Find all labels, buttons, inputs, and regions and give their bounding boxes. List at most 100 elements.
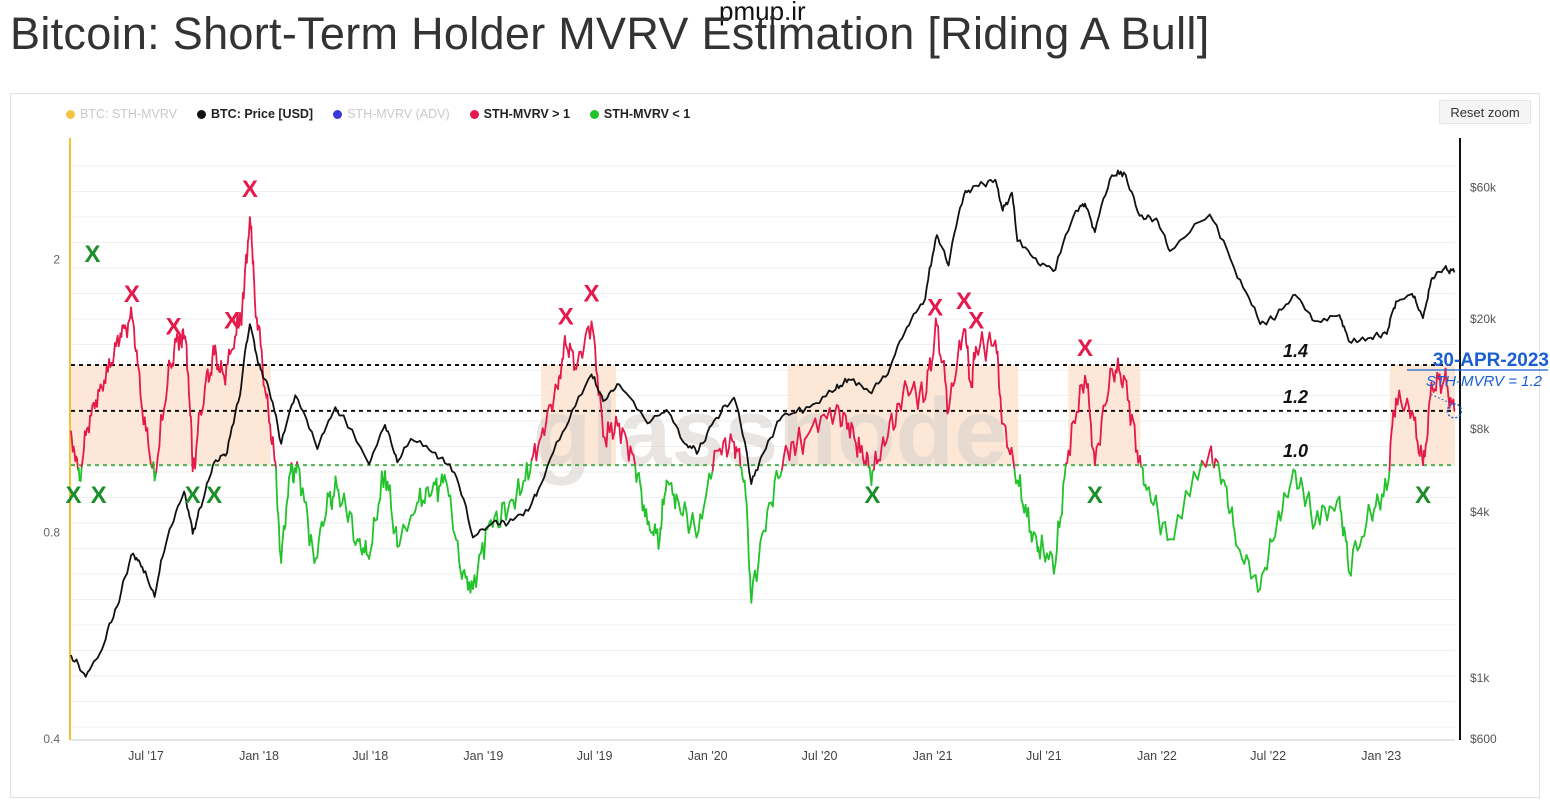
mvrv-segment — [188, 401, 192, 417]
mvrv-segment — [808, 425, 814, 434]
mvrv-segment — [267, 408, 271, 424]
mvrv-segment — [924, 390, 928, 400]
mvrv-segment — [615, 415, 619, 427]
mvrv-segment — [1099, 417, 1103, 446]
chart-frame — [10, 93, 1540, 798]
mvrv-segment — [155, 455, 159, 474]
mvrv-segment — [322, 519, 326, 527]
mvrv-segment — [837, 405, 841, 413]
mvrv-segment — [1340, 511, 1344, 527]
mvrv-segment — [505, 509, 509, 521]
y-right-tick-label: $1k — [1470, 671, 1490, 685]
mvrv-segment — [1084, 374, 1087, 383]
mvrv-segment — [599, 402, 603, 418]
mvrv-segment — [1349, 548, 1355, 577]
mvrv-segment — [1426, 409, 1430, 436]
mvrv-segment — [1367, 503, 1372, 515]
mvrv-segment — [400, 523, 405, 537]
mvrv-segment — [1294, 470, 1299, 490]
peak-marker: X — [166, 314, 182, 341]
peak-marker: X — [968, 307, 984, 334]
mvrv-segment — [204, 371, 208, 381]
x-tick-label: Jan '21 — [913, 749, 953, 763]
mvrv-segment — [368, 549, 372, 560]
mvrv-segment — [513, 493, 518, 510]
mvrv-segment — [781, 455, 785, 471]
mvrv-segment — [543, 423, 547, 437]
mvrv-segment — [749, 573, 752, 594]
legend-item-2[interactable]: STH-MVRV (ADV) — [333, 107, 450, 121]
mvrv-segment — [1061, 482, 1065, 516]
mvrv-segment — [591, 328, 595, 338]
mvrv-segment — [775, 469, 780, 480]
mvrv-segment — [1427, 400, 1431, 412]
mvrv-segment — [931, 352, 935, 362]
mvrv-segment — [419, 487, 423, 507]
mvrv-segment — [1379, 493, 1383, 511]
mvrv-segment — [90, 404, 94, 417]
mvrv-segment — [517, 478, 521, 496]
x-tick-label: Jul '22 — [1250, 749, 1286, 763]
trough-marker: X — [206, 482, 222, 509]
mvrv-segment — [163, 400, 167, 410]
mvrv-segment — [1154, 494, 1160, 515]
mvrv-segment — [562, 343, 565, 360]
mvrv-segment — [1390, 424, 1394, 434]
mvrv-segment — [687, 524, 692, 534]
mvrv-segment — [1010, 447, 1014, 460]
mvrv-segment — [996, 350, 1000, 365]
legend-item-3[interactable]: STH-MVRV > 1 — [469, 107, 570, 121]
mvrv-segment — [1106, 389, 1110, 402]
mvrv-segment — [658, 527, 662, 541]
mvrv-segment — [390, 508, 394, 522]
x-tick-label: Jan '19 — [463, 749, 503, 763]
mvrv-segment — [236, 313, 240, 328]
mvrv-segment — [334, 475, 338, 485]
mvrv-segment — [1159, 522, 1164, 536]
mvrv-segment — [724, 437, 728, 458]
grid-lines — [71, 165, 1455, 728]
reference-line-label: 1.4 — [1283, 341, 1308, 361]
mvrv-segment — [187, 375, 190, 397]
mvrv-segment — [79, 465, 83, 482]
mvrv-segment — [143, 416, 147, 432]
mvrv-segment — [235, 318, 238, 336]
peak-marker: X — [242, 176, 258, 203]
mvrv-segment — [601, 415, 605, 438]
legend-item-0[interactable]: BTC: STH-MVRV — [66, 107, 177, 121]
mvrv-segment — [285, 499, 289, 508]
legend-item-1[interactable]: BTC: Price [USD] — [197, 107, 313, 121]
mvrv-segment — [346, 510, 351, 523]
mvrv-segment — [443, 473, 447, 482]
mvrv-segment — [343, 492, 347, 509]
mvrv-segment — [1093, 446, 1098, 467]
mvrv-segment — [755, 562, 760, 583]
mvrv-segment — [1204, 449, 1211, 468]
mvrv-segment — [553, 383, 557, 399]
mvrv-segment — [925, 369, 929, 393]
mvrv-segment — [426, 486, 431, 498]
legend-item-4[interactable]: STH-MVRV < 1 — [589, 107, 690, 121]
mvrv-segment — [1344, 531, 1347, 543]
mvrv-segment — [1054, 549, 1058, 564]
mvrv-segment — [139, 394, 143, 405]
mvrv-segment — [156, 445, 161, 458]
mvrv-segment — [868, 465, 872, 478]
mvrv-segment — [449, 494, 453, 516]
highlight-zone — [1068, 364, 1141, 466]
mvrv-segment — [201, 402, 205, 411]
mvrv-segment — [977, 344, 981, 356]
mvrv-segment — [414, 502, 418, 513]
mvrv-segment — [967, 359, 971, 380]
x-tick-label: Jul '20 — [802, 749, 838, 763]
reset-zoom-button[interactable]: Reset zoom — [1439, 100, 1531, 124]
mvrv-segment — [284, 505, 288, 527]
mvrv-segment — [350, 513, 355, 541]
y-right-tick-label: $8k — [1470, 422, 1490, 436]
mvrv-segment — [611, 431, 616, 440]
callout-leader — [1429, 393, 1455, 406]
mvrv-segment — [750, 580, 755, 604]
mvrv-segment — [1338, 495, 1342, 511]
mvrv-segment — [997, 362, 1000, 387]
mvrv-segment — [298, 468, 302, 497]
